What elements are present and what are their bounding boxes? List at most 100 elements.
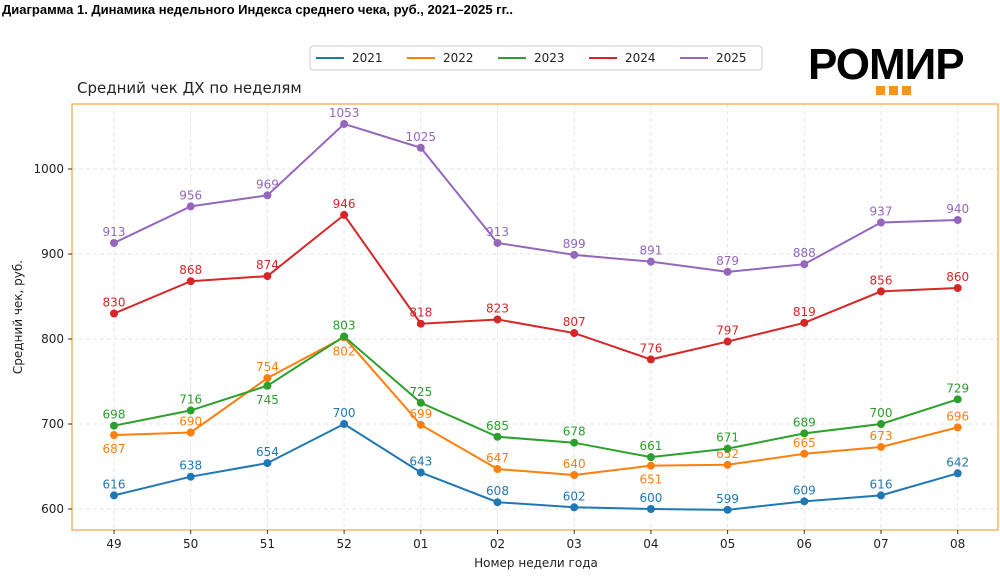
x-tick-label: 07 — [873, 537, 888, 551]
data-point — [570, 471, 579, 479]
data-point — [493, 465, 502, 474]
data-label: 776 — [639, 341, 662, 355]
data-point — [800, 318, 809, 327]
data-label: 699 — [409, 407, 432, 421]
data-point — [646, 453, 655, 462]
data-label: 856 — [870, 273, 893, 287]
y-tick-label: 1000 — [33, 162, 64, 176]
data-label: 599 — [716, 492, 739, 506]
data-point — [110, 238, 118, 247]
data-label: 879 — [716, 254, 739, 268]
data-point — [263, 381, 272, 390]
data-point — [493, 315, 502, 324]
legend-label: 2024 — [625, 51, 656, 65]
data-point — [263, 191, 272, 200]
x-tick-label: 08 — [950, 537, 965, 551]
x-tick-label: 52 — [336, 537, 351, 551]
data-point — [416, 468, 425, 477]
y-tick-label: 700 — [41, 417, 64, 431]
logo-dots-icon — [876, 86, 911, 95]
data-label: 937 — [870, 205, 893, 219]
data-label: 643 — [409, 454, 432, 468]
legend-label: 2025 — [716, 51, 747, 65]
data-point — [646, 505, 655, 513]
chart-title: Средний чек ДХ по неделям — [77, 79, 302, 97]
data-point — [877, 420, 885, 428]
plot-frame — [71, 103, 999, 531]
data-label: 616 — [870, 477, 893, 491]
data-label: 608 — [486, 484, 509, 498]
data-point — [800, 497, 809, 506]
data-label: 647 — [486, 451, 509, 465]
data-point — [340, 119, 349, 128]
data-label: 690 — [179, 415, 202, 429]
data-label: 913 — [103, 225, 126, 239]
data-label: 698 — [103, 408, 126, 422]
data-point — [646, 355, 655, 364]
data-point — [953, 216, 962, 224]
data-point — [110, 309, 118, 318]
data-point — [340, 332, 349, 341]
data-label: 860 — [946, 270, 969, 284]
data-label: 696 — [946, 409, 969, 423]
data-point — [800, 429, 809, 438]
data-point — [723, 444, 732, 453]
data-label: 830 — [103, 296, 126, 310]
data-label: 600 — [639, 491, 662, 505]
data-point — [186, 202, 195, 211]
data-label: 818 — [409, 306, 432, 320]
data-point — [110, 421, 118, 430]
x-tick-label: 49 — [106, 537, 121, 551]
data-point — [186, 472, 195, 481]
data-point — [186, 406, 195, 415]
data-point — [800, 260, 809, 269]
data-label: 802 — [333, 344, 356, 358]
data-point — [723, 267, 732, 276]
legend-item-2023: 2023 — [498, 51, 565, 65]
series-2022: 687 690 754 802 699 647 640 651 652 665 673 696 — [103, 333, 969, 487]
series-line — [113, 335, 959, 459]
data-label: 642 — [946, 455, 969, 469]
data-label: 609 — [793, 483, 816, 497]
x-axis-label: Номер недели года — [474, 556, 598, 570]
data-point — [416, 319, 425, 328]
data-label: 700 — [870, 406, 893, 420]
data-label: 673 — [870, 429, 893, 443]
x-tick-label: 06 — [797, 537, 812, 551]
data-label: 602 — [563, 489, 586, 503]
data-label: 913 — [486, 225, 509, 239]
data-point — [416, 398, 425, 407]
y-tick-label: 900 — [41, 247, 64, 261]
data-label: 819 — [793, 305, 816, 319]
data-point — [953, 395, 962, 404]
y-axis-label: Средний чек, руб. — [11, 260, 25, 374]
data-label: 700 — [333, 406, 356, 420]
series-2024: 830 868 874 946 818 823 807 776 797 819 856 860 — [103, 197, 969, 364]
legend-label: 2023 — [534, 51, 565, 65]
data-label: 899 — [563, 237, 586, 251]
legend-item-2022: 2022 — [407, 51, 474, 65]
data-label: 807 — [563, 315, 586, 329]
legend-box — [309, 45, 763, 71]
data-point — [723, 505, 732, 514]
data-label: 874 — [256, 258, 279, 272]
data-label: 823 — [486, 301, 509, 315]
data-point — [263, 272, 272, 281]
data-label: 640 — [563, 457, 586, 471]
series-line — [113, 422, 958, 511]
series-2025: 913 956 969 1053 1025 913 899 891 879 888 937 940 — [103, 106, 969, 276]
x-tick-label: 02 — [490, 537, 505, 551]
legend-item-2025: 2025 — [680, 51, 747, 65]
data-point — [416, 143, 425, 152]
data-label: 745 — [256, 393, 279, 407]
data-label: 725 — [409, 385, 432, 399]
data-point — [263, 459, 272, 468]
data-label: 969 — [256, 177, 279, 191]
data-point — [723, 460, 732, 469]
data-point — [570, 329, 579, 338]
data-label: 716 — [179, 392, 202, 406]
data-point — [953, 284, 962, 292]
legend-item-2024: 2024 — [589, 51, 656, 65]
data-point — [646, 257, 655, 266]
data-point — [570, 503, 579, 512]
